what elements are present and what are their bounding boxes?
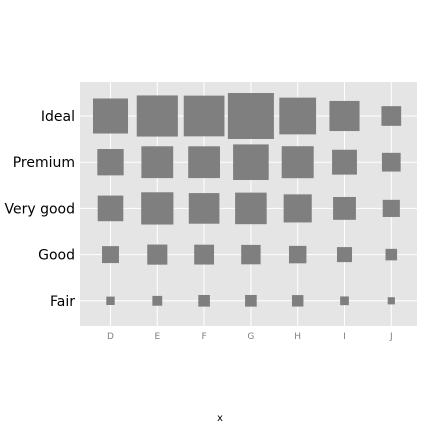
square-h-premium xyxy=(281,146,314,179)
x-tick-label-d: D xyxy=(107,332,114,342)
square-i-good xyxy=(336,247,353,263)
y-tick-label-fair: Fair xyxy=(50,294,75,310)
x-tick-label-h: H xyxy=(294,332,301,342)
square-i-ideal xyxy=(329,100,360,132)
data-squares xyxy=(92,93,402,307)
square-d-very-good xyxy=(97,195,124,222)
y-tick-label-very-good: Very good xyxy=(5,201,76,217)
square-i-very-good xyxy=(333,196,356,220)
square-h-fair xyxy=(291,295,304,307)
x-tick-label-f: F xyxy=(202,332,207,342)
square-h-good xyxy=(288,245,307,264)
square-g-premium xyxy=(233,144,269,180)
square-g-fair xyxy=(245,294,257,307)
square-e-fair xyxy=(152,295,163,306)
y-tick-label-good: Good xyxy=(38,248,75,264)
square-e-premium xyxy=(141,146,174,179)
square-e-ideal xyxy=(136,95,178,137)
square-d-premium xyxy=(97,149,124,176)
square-d-good xyxy=(102,246,119,264)
square-j-very-good xyxy=(382,199,400,217)
square-d-ideal xyxy=(92,98,129,134)
square-g-good xyxy=(241,244,261,265)
square-d-fair xyxy=(106,296,115,305)
x-tick-label-g: G xyxy=(247,332,254,342)
square-j-ideal xyxy=(381,106,402,126)
square-i-fair xyxy=(340,296,349,306)
square-e-very-good xyxy=(141,192,174,225)
y-tick-label-premium: Premium xyxy=(13,155,75,171)
square-j-premium xyxy=(381,152,401,172)
square-f-good xyxy=(194,244,215,265)
x-tick-label-e: E xyxy=(154,332,160,342)
x-tick-label-j: J xyxy=(389,332,393,342)
square-f-ideal xyxy=(183,95,225,137)
square-g-ideal xyxy=(227,93,274,139)
x-tick-label-i: I xyxy=(343,332,346,342)
square-g-very-good xyxy=(235,192,267,225)
square-f-very-good xyxy=(188,193,220,224)
y-tick-label-ideal: Ideal xyxy=(41,109,75,125)
x-axis-title: x xyxy=(217,413,223,424)
square-h-ideal xyxy=(279,97,317,135)
x-axis-tick-labels: D E F G H I J xyxy=(107,332,393,342)
square-h-very-good xyxy=(283,194,312,223)
square-i-premium xyxy=(332,149,357,175)
square-f-premium xyxy=(188,146,220,179)
square-j-good xyxy=(385,248,398,261)
y-axis-tick-labels: Fair Good Very good Premium Ideal xyxy=(5,109,76,310)
square-f-fair xyxy=(198,294,210,307)
square-j-fair xyxy=(387,297,395,305)
square-e-good xyxy=(147,244,168,265)
